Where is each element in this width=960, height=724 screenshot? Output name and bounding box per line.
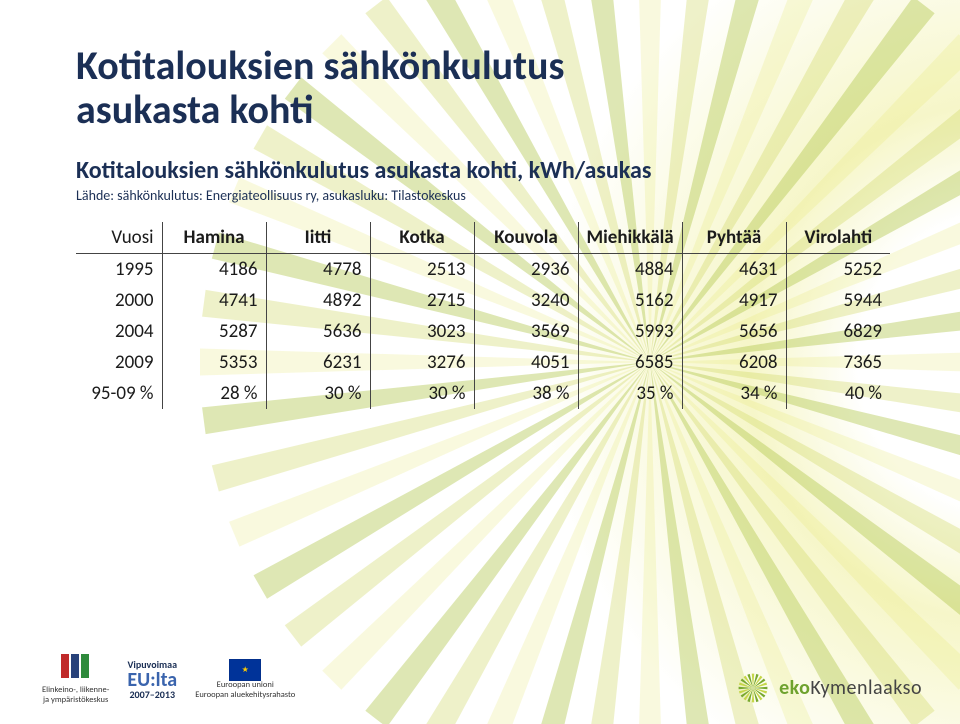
table-cell: 2715 [370,285,474,316]
table-cell: 95-09 % [76,378,162,409]
slide-subtitle: Kotitalouksien sähkönkulutus asukasta ko… [76,156,890,185]
table-cell: 5993 [578,316,682,347]
footer: Elinkeino-, liikenne- ja ympäristökeskus… [0,654,960,706]
table-row: 19954186477825132936488446315252 [76,254,890,286]
vipuvoimaa-logo: Vipuvoimaa EU:lta 2007–2013 [127,660,177,700]
vipu-bottom: 2007–2013 [129,690,175,700]
title-line-2: asukasta kohti [76,85,313,134]
table-cell: 28 % [162,378,266,409]
table-cell: 5656 [682,316,786,347]
table-cell: 3023 [370,316,474,347]
table-cell: 4778 [266,254,370,286]
source-line: Lähde: sähkönkulutus: Energiateollisuus … [76,187,890,204]
table-row: 20004741489227153240516249175944 [76,285,890,316]
table-cell: 5944 [786,285,890,316]
table-cell: 3569 [474,316,578,347]
table-cell: 34 % [682,378,786,409]
table-cell: 4917 [682,285,786,316]
table-cell: 4892 [266,285,370,316]
eko-bold: eko [779,676,810,700]
data-table: VuosiHaminaIittiKotkaKouvolaMiehikkäläPy… [76,222,890,409]
table-cell: 5287 [162,316,266,347]
table-header-cell: Kotka [370,222,474,254]
ely-logo: Elinkeino-, liikenne- ja ympäristökeskus [42,654,109,706]
table-body: 1995418647782513293648844631525220004741… [76,254,890,410]
table-row: 20095353623132764051658562087365 [76,347,890,378]
vipu-mid: EU:lta [127,670,177,690]
table-header-cell: Vuosi [76,222,162,254]
eko-burst-icon [735,670,771,706]
table-header-cell: Hamina [162,222,266,254]
eu-label-2: Euroopan aluekehitysrahasto [195,691,295,701]
table-header-cell: Kouvola [474,222,578,254]
table-cell: 5162 [578,285,682,316]
table-cell: 38 % [474,378,578,409]
table-cell: 6208 [682,347,786,378]
slide-content: Kotitalouksien sähkönkulutus asukasta ko… [0,0,960,409]
eko-rest: Kymenlaakso [810,676,922,700]
table-cell: 2004 [76,316,162,347]
table-cell: 1995 [76,254,162,286]
table-cell: 6585 [578,347,682,378]
table-cell: 5353 [162,347,266,378]
ely-flag-icon [61,654,91,684]
table-cell: 2000 [76,285,162,316]
title-line-1: Kotitalouksien sähkönkulutus [76,41,564,90]
table-cell: 30 % [370,378,474,409]
table-cell: 3240 [474,285,578,316]
table-header-cell: Virolahti [786,222,890,254]
table-header-cell: Miehikkälä [578,222,682,254]
table-cell: 4186 [162,254,266,286]
table-cell: 4884 [578,254,682,286]
table-header-row: VuosiHaminaIittiKotkaKouvolaMiehikkäläPy… [76,222,890,254]
table-cell: 35 % [578,378,682,409]
table-cell: 6829 [786,316,890,347]
eko-logo: ekoKymenlaakso [735,670,922,706]
table-cell: 40 % [786,378,890,409]
ely-label-2: ja ympäristökeskus [43,696,108,706]
footer-left-logos: Elinkeino-, liikenne- ja ympäristökeskus… [42,654,295,706]
table-cell: 7365 [786,347,890,378]
eu-logo: ★ Euroopan unioni Euroopan aluekehitysra… [195,659,295,701]
table-cell: 3276 [370,347,474,378]
eko-text: ekoKymenlaakso [779,676,922,700]
table-cell: 2936 [474,254,578,286]
table-cell: 5636 [266,316,370,347]
table-cell: 4051 [474,347,578,378]
table-cell: 5252 [786,254,890,286]
table-row: 20045287563630233569599356566829 [76,316,890,347]
table-header-cell: Iitti [266,222,370,254]
table-cell: 4741 [162,285,266,316]
table-cell: 30 % [266,378,370,409]
table-header-cell: Pyhtää [682,222,786,254]
table-cell: 2513 [370,254,474,286]
table-cell: 2009 [76,347,162,378]
eu-flag-icon: ★ [229,659,261,681]
slide-title: Kotitalouksien sähkönkulutus asukasta ko… [76,44,890,132]
table-row: 95-09 %28 %30 %30 %38 %35 %34 %40 % [76,378,890,409]
table-cell: 6231 [266,347,370,378]
table-cell: 4631 [682,254,786,286]
